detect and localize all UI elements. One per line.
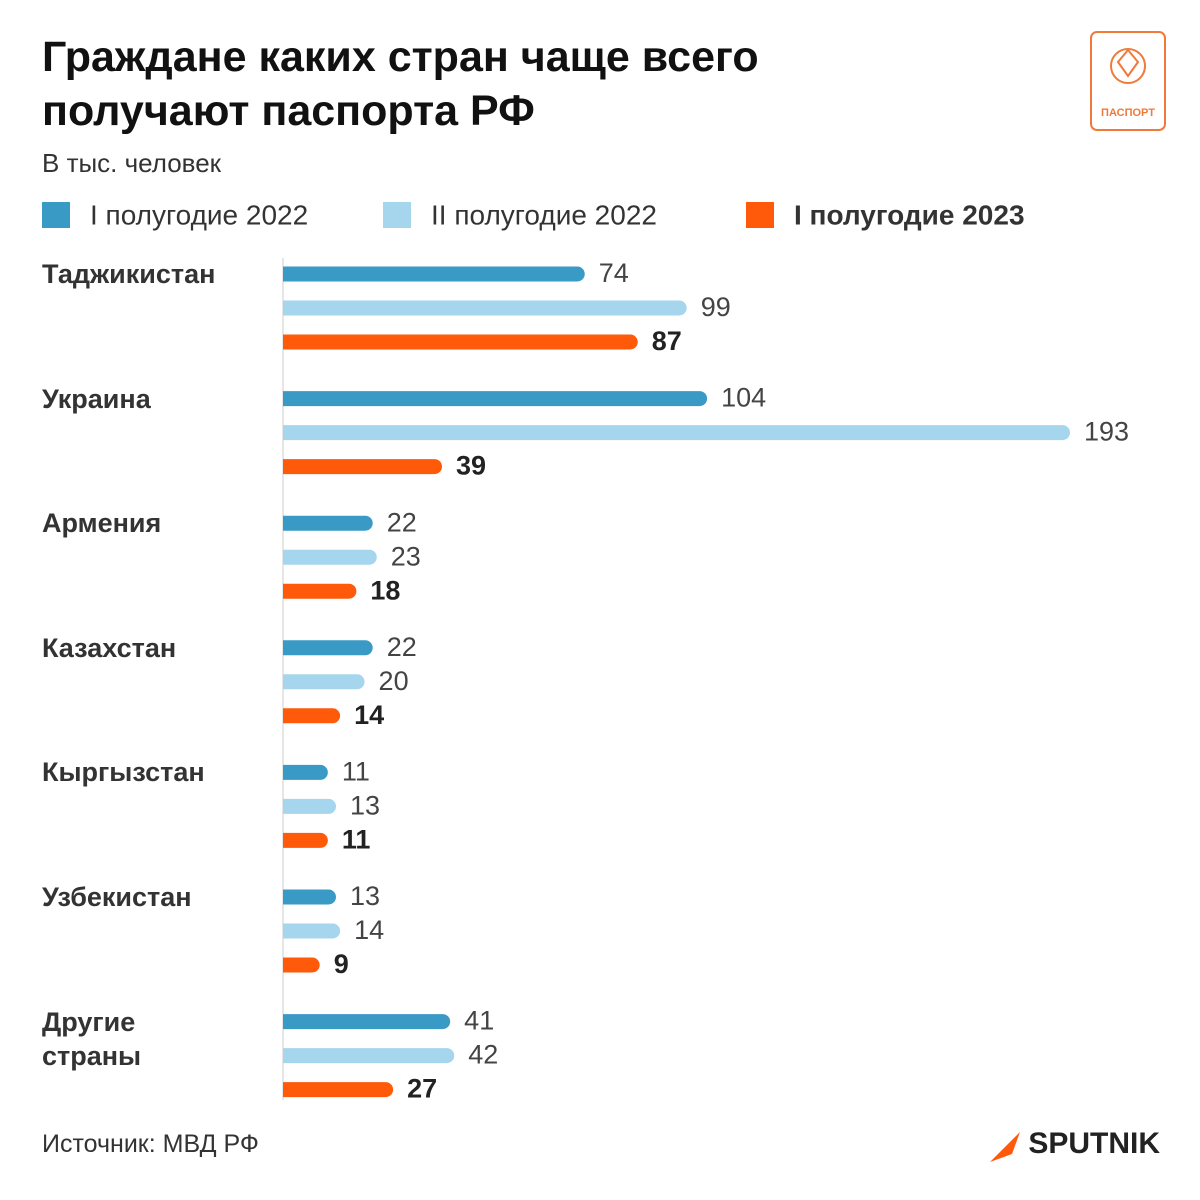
legend-swatch (42, 202, 70, 228)
value-label: 22 (387, 632, 417, 662)
value-label: 22 (387, 507, 417, 537)
value-label: 42 (468, 1040, 498, 1070)
bar (283, 459, 443, 475)
logo-frame (1090, 31, 1166, 131)
bar (283, 923, 341, 939)
value-label: 23 (391, 541, 421, 571)
bar (283, 1082, 394, 1098)
value-label: 14 (354, 915, 384, 945)
bar (283, 889, 337, 905)
legend-label: I полугодие 2022 (90, 199, 308, 230)
value-label: 13 (350, 791, 380, 821)
bar (283, 640, 373, 656)
category-label: Таджикистан (42, 259, 216, 289)
value-label: 11 (342, 825, 371, 855)
value-label: 41 (464, 1006, 494, 1036)
value-label: 11 (342, 757, 370, 787)
bar (283, 957, 320, 973)
source-note: Источник: МВД РФ (42, 1130, 259, 1158)
bar (283, 266, 585, 282)
bar (283, 425, 1070, 441)
bar (283, 1014, 451, 1030)
category-label: Украина (42, 383, 151, 414)
bar (283, 334, 638, 350)
value-label: 99 (701, 292, 731, 322)
bar (283, 515, 373, 531)
bar (283, 832, 328, 848)
value-label: 14 (354, 700, 384, 730)
chart-title: Граждане каких стран чаще всего получают… (42, 33, 759, 135)
brand-logo: SPUTNIK (990, 1127, 1160, 1162)
bar (283, 764, 328, 780)
logo-text: ПАСПОРТ (1101, 107, 1155, 119)
bar (283, 798, 337, 814)
bar (283, 1048, 455, 1064)
passport-logo: ПАСПОРТ (1090, 31, 1166, 131)
value-label: 13 (350, 881, 380, 911)
brand-text: SPUTNIK (1028, 1127, 1160, 1160)
logo-emblem (1116, 48, 1140, 78)
value-label: 39 (456, 451, 486, 481)
value-label: 9 (334, 949, 349, 979)
legend-label: I полугодие 2023 (794, 199, 1025, 230)
legend-swatch (746, 202, 774, 228)
category-label: Казахстан (42, 632, 177, 663)
value-label: 193 (1084, 417, 1129, 447)
bar (283, 708, 341, 724)
bar (283, 300, 687, 316)
legend-label: II полугодие 2022 (431, 199, 657, 230)
bar (283, 583, 357, 599)
bar (283, 391, 708, 407)
bar (283, 674, 365, 690)
chart-subtitle: В тыс. человек (42, 148, 222, 178)
category-label: Армения (42, 508, 162, 539)
value-label: 18 (370, 575, 400, 605)
category-label: Узбекистан (42, 882, 192, 912)
legend-swatch (383, 202, 411, 228)
category-label: Кыргызстан (42, 757, 205, 788)
value-label: 87 (652, 326, 682, 356)
category-label: Другие страны (42, 1006, 142, 1071)
value-label: 27 (407, 1074, 437, 1104)
value-label: 104 (721, 383, 766, 413)
bar (283, 549, 377, 565)
value-label: 74 (599, 258, 629, 288)
value-label: 20 (379, 666, 409, 696)
brand-mark (990, 1132, 1020, 1162)
